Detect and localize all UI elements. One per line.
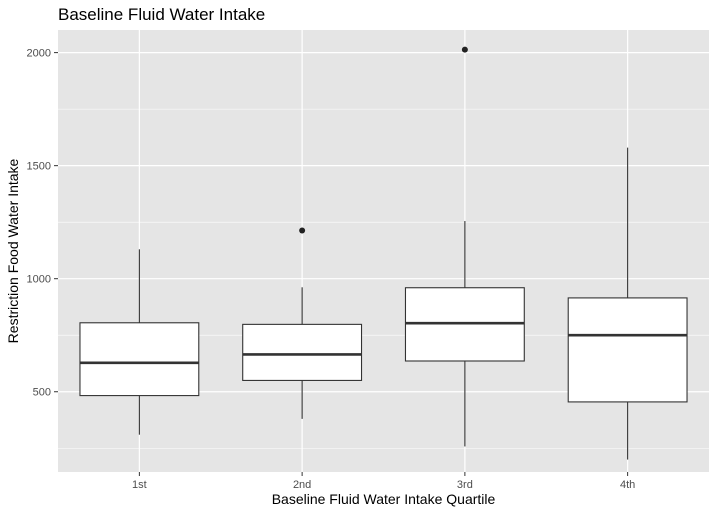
y-tick-label: 1000 [27,274,51,286]
y-tick-label: 500 [33,387,51,399]
x-tick-label: 2nd [293,479,311,491]
x-tick-label: 3rd [457,479,473,491]
x-tick-label: 4th [620,479,635,491]
box-3rd [404,46,525,447]
box-iqr [567,297,688,403]
plot-panel [58,30,709,472]
box-4th [567,147,688,460]
y-tick-label: 2000 [27,48,51,60]
boxes [79,46,688,460]
box-iqr [79,322,200,397]
x-axis-title: Baseline Fluid Water Intake Quartile [272,491,496,507]
box-iqr [242,323,363,381]
y-axis-title: Restriction Food Water Intake [5,158,21,343]
outlier-point [299,227,306,234]
y-axis: 500 1000 1500 2000 [27,48,58,399]
y-tick-label: 1500 [27,161,51,173]
chart-title: Baseline Fluid Water Intake [58,5,265,24]
x-tick-label: 1st [132,479,147,491]
box-2nd [242,227,363,419]
x-axis: 1st 2nd 3rd 4th [132,472,635,491]
outlier-point [461,46,468,53]
box-1st [79,249,200,435]
